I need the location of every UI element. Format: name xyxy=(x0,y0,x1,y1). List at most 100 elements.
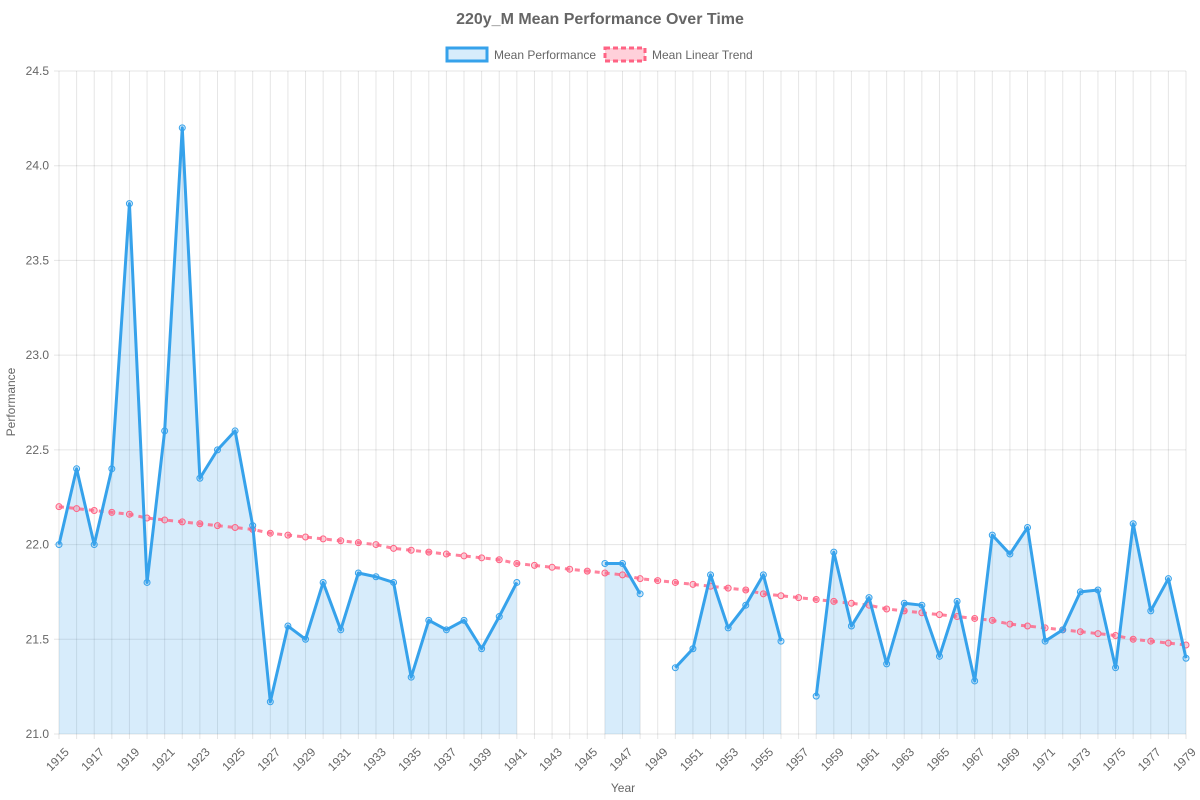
mean-point[interactable] xyxy=(1147,607,1155,615)
mean-point[interactable] xyxy=(988,531,996,539)
mean-point[interactable] xyxy=(319,578,327,586)
trend-point[interactable] xyxy=(548,563,556,571)
trend-point[interactable] xyxy=(566,565,574,573)
trend-point[interactable] xyxy=(759,590,767,598)
trend-point[interactable] xyxy=(125,510,133,518)
mean-point[interactable] xyxy=(1076,588,1084,596)
trend-point[interactable] xyxy=(284,531,292,539)
trend-point[interactable] xyxy=(1147,637,1155,645)
mean-point[interactable] xyxy=(390,578,398,586)
trend-point[interactable] xyxy=(178,518,186,526)
trend-point[interactable] xyxy=(777,592,785,600)
trend-point[interactable] xyxy=(478,554,486,562)
mean-point[interactable] xyxy=(372,573,380,581)
mean-point[interactable] xyxy=(495,613,503,621)
mean-point[interactable] xyxy=(231,427,239,435)
trend-point[interactable] xyxy=(988,616,996,624)
legend-item-mean-linear-trend[interactable]: Mean Linear Trend xyxy=(603,46,753,63)
mean-point[interactable] xyxy=(918,601,926,609)
mean-point[interactable] xyxy=(354,569,362,577)
mean-point[interactable] xyxy=(971,677,979,685)
trend-point[interactable] xyxy=(513,560,521,568)
trend-point[interactable] xyxy=(495,556,503,564)
trend-point[interactable] xyxy=(830,597,838,605)
trend-point[interactable] xyxy=(213,522,221,530)
mean-point[interactable] xyxy=(196,474,204,482)
mean-point[interactable] xyxy=(161,427,169,435)
mean-point[interactable] xyxy=(55,541,63,549)
mean-point[interactable] xyxy=(90,541,98,549)
trend-point[interactable] xyxy=(337,537,345,545)
mean-point[interactable] xyxy=(707,571,715,579)
mean-point[interactable] xyxy=(1164,575,1172,583)
legend-item-mean-performance[interactable]: Mean Performance xyxy=(445,46,596,63)
mean-point[interactable] xyxy=(865,594,873,602)
mean-point[interactable] xyxy=(1182,654,1190,662)
mean-point[interactable] xyxy=(249,522,257,530)
mean-point[interactable] xyxy=(1112,664,1120,672)
trend-point[interactable] xyxy=(689,580,697,588)
trend-point[interactable] xyxy=(460,552,468,560)
trend-point[interactable] xyxy=(636,575,644,583)
mean-point[interactable] xyxy=(847,622,855,630)
mean-point[interactable] xyxy=(1129,520,1137,528)
mean-point[interactable] xyxy=(302,635,310,643)
trend-point[interactable] xyxy=(354,539,362,547)
mean-point[interactable] xyxy=(883,660,891,668)
trend-point[interactable] xyxy=(161,516,169,524)
mean-point[interactable] xyxy=(1041,637,1049,645)
trend-point[interactable] xyxy=(266,529,274,537)
mean-point[interactable] xyxy=(689,645,697,653)
trend-point[interactable] xyxy=(619,571,626,579)
mean-point[interactable] xyxy=(636,590,644,598)
trend-point[interactable] xyxy=(1006,620,1014,628)
mean-point[interactable] xyxy=(108,465,116,473)
trend-point[interactable] xyxy=(90,506,98,514)
mean-point[interactable] xyxy=(1006,550,1014,558)
trend-point[interactable] xyxy=(671,578,679,586)
mean-point[interactable] xyxy=(812,692,820,700)
trend-point[interactable] xyxy=(108,508,116,516)
mean-point[interactable] xyxy=(337,626,345,634)
trend-point[interactable] xyxy=(196,520,204,528)
mean-point[interactable] xyxy=(671,664,679,672)
mean-point[interactable] xyxy=(900,599,908,607)
trend-point[interactable] xyxy=(302,533,310,541)
trend-point[interactable] xyxy=(372,541,380,549)
trend-point[interactable] xyxy=(1076,628,1084,636)
trend-point[interactable] xyxy=(742,586,750,594)
mean-point[interactable] xyxy=(777,637,785,645)
trend-point[interactable] xyxy=(390,544,398,552)
trend-point[interactable] xyxy=(583,567,591,575)
mean-point[interactable] xyxy=(213,446,221,454)
mean-point[interactable] xyxy=(407,673,415,681)
mean-point[interactable] xyxy=(442,626,450,634)
mean-point[interactable] xyxy=(513,578,521,586)
trend-point[interactable] xyxy=(883,605,891,613)
mean-point[interactable] xyxy=(425,616,433,624)
mean-point[interactable] xyxy=(178,124,186,132)
mean-point[interactable] xyxy=(742,601,750,609)
trend-point[interactable] xyxy=(407,546,415,554)
mean-point[interactable] xyxy=(284,622,292,630)
trend-point[interactable] xyxy=(231,524,239,532)
trend-point[interactable] xyxy=(795,594,803,602)
mean-point[interactable] xyxy=(935,652,943,660)
mean-point[interactable] xyxy=(1059,626,1067,634)
mean-point[interactable] xyxy=(478,645,486,653)
trend-point[interactable] xyxy=(1094,630,1102,638)
trend-point[interactable] xyxy=(1112,631,1120,639)
trend-point[interactable] xyxy=(73,505,81,513)
mean-point[interactable] xyxy=(460,616,468,624)
trend-point[interactable] xyxy=(847,599,855,607)
trend-point[interactable] xyxy=(1129,635,1137,643)
trend-point[interactable] xyxy=(654,577,662,585)
mean-point[interactable] xyxy=(619,560,626,568)
mean-point[interactable] xyxy=(953,597,961,605)
trend-point[interactable] xyxy=(724,584,732,592)
trend-point[interactable] xyxy=(971,614,979,622)
mean-point[interactable] xyxy=(266,698,274,706)
mean-point[interactable] xyxy=(830,548,838,556)
trend-point[interactable] xyxy=(935,611,943,619)
trend-point[interactable] xyxy=(1024,622,1032,630)
